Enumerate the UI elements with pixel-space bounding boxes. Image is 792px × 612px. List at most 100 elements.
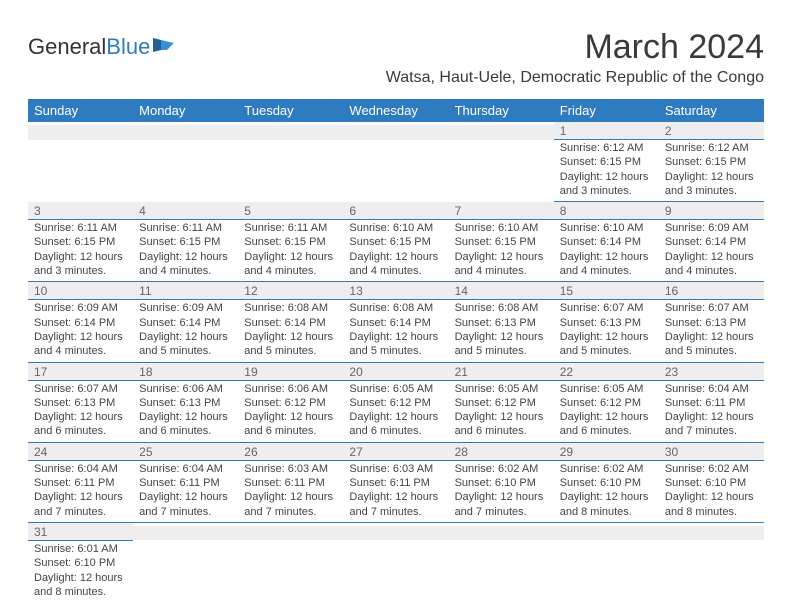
- day-number: 21: [449, 363, 554, 380]
- sunset-text: Sunset: 6:11 PM: [244, 476, 337, 490]
- calendar-cell: 24: [28, 442, 133, 460]
- sunrise-text: Sunrise: 6:03 AM: [349, 462, 442, 476]
- calendar-cell: Sunrise: 6:05 AMSunset: 6:12 PMDaylight:…: [449, 380, 554, 442]
- calendar-cell: [659, 522, 764, 540]
- calendar-cell: Sunrise: 6:04 AMSunset: 6:11 PMDaylight:…: [133, 460, 238, 522]
- calendar-cell: Sunrise: 6:06 AMSunset: 6:12 PMDaylight:…: [238, 380, 343, 442]
- calendar-cell: 13: [343, 282, 448, 300]
- daylight-text: Daylight: 12 hours and 5 minutes.: [665, 330, 758, 359]
- day-number: 20: [343, 363, 448, 380]
- daylight-text: Daylight: 12 hours and 4 minutes.: [560, 250, 653, 279]
- daylight-text: Daylight: 12 hours and 3 minutes.: [34, 250, 127, 279]
- sunset-text: Sunset: 6:14 PM: [349, 316, 442, 330]
- daylight-text: Daylight: 12 hours and 4 minutes.: [349, 250, 442, 279]
- day-number: 26: [238, 443, 343, 460]
- calendar-cell: 1: [554, 122, 659, 140]
- day-details: [554, 540, 659, 596]
- daylight-text: Daylight: 12 hours and 5 minutes.: [244, 330, 337, 359]
- day-number: 12: [238, 282, 343, 299]
- calendar-cell: 14: [449, 282, 554, 300]
- day-number: 27: [343, 443, 448, 460]
- calendar-cell: [554, 522, 659, 540]
- daylight-text: Daylight: 12 hours and 8 minutes.: [665, 490, 758, 519]
- calendar-cell: [343, 540, 448, 602]
- calendar-cell: Sunrise: 6:07 AMSunset: 6:13 PMDaylight:…: [659, 300, 764, 362]
- sunset-text: Sunset: 6:11 PM: [34, 476, 127, 490]
- day-number: 4: [133, 202, 238, 219]
- calendar-cell: [238, 122, 343, 140]
- sunrise-text: Sunrise: 6:08 AM: [349, 301, 442, 315]
- day-details: [659, 540, 764, 596]
- calendar-content-row: Sunrise: 6:01 AMSunset: 6:10 PMDaylight:…: [28, 540, 764, 602]
- calendar-cell: [449, 522, 554, 540]
- calendar-cell: 29: [554, 442, 659, 460]
- sunrise-text: Sunrise: 6:12 AM: [560, 141, 653, 155]
- day-details: [343, 140, 448, 196]
- sunset-text: Sunset: 6:15 PM: [139, 235, 232, 249]
- sunset-text: Sunset: 6:12 PM: [560, 396, 653, 410]
- calendar-cell: Sunrise: 6:01 AMSunset: 6:10 PMDaylight:…: [28, 540, 133, 602]
- day-number: 9: [659, 202, 764, 219]
- day-number: [449, 122, 554, 125]
- calendar-cell: 8: [554, 202, 659, 220]
- day-details: Sunrise: 6:09 AMSunset: 6:14 PMDaylight:…: [133, 300, 238, 361]
- sunset-text: Sunset: 6:13 PM: [560, 316, 653, 330]
- day-details: Sunrise: 6:05 AMSunset: 6:12 PMDaylight:…: [449, 381, 554, 442]
- day-number: 13: [343, 282, 448, 299]
- calendar-cell: Sunrise: 6:11 AMSunset: 6:15 PMDaylight:…: [28, 220, 133, 282]
- calendar-cell: 23: [659, 362, 764, 380]
- sunrise-text: Sunrise: 6:04 AM: [139, 462, 232, 476]
- day-details: Sunrise: 6:05 AMSunset: 6:12 PMDaylight:…: [343, 381, 448, 442]
- day-details: Sunrise: 6:10 AMSunset: 6:15 PMDaylight:…: [343, 220, 448, 281]
- calendar-cell: [343, 122, 448, 140]
- day-details: Sunrise: 6:10 AMSunset: 6:14 PMDaylight:…: [554, 220, 659, 281]
- daylight-text: Daylight: 12 hours and 7 minutes.: [349, 490, 442, 519]
- calendar-cell: 4: [133, 202, 238, 220]
- day-details: Sunrise: 6:07 AMSunset: 6:13 PMDaylight:…: [28, 381, 133, 442]
- daylight-text: Daylight: 12 hours and 4 minutes.: [34, 330, 127, 359]
- calendar-cell: [238, 522, 343, 540]
- calendar-content-row: Sunrise: 6:09 AMSunset: 6:14 PMDaylight:…: [28, 300, 764, 362]
- day-number: [238, 523, 343, 526]
- weekday-header-row: Sunday Monday Tuesday Wednesday Thursday…: [28, 99, 764, 122]
- calendar-cell: 10: [28, 282, 133, 300]
- day-number: [133, 122, 238, 125]
- calendar-cell: [449, 122, 554, 140]
- day-details: Sunrise: 6:08 AMSunset: 6:14 PMDaylight:…: [343, 300, 448, 361]
- daylight-text: Daylight: 12 hours and 3 minutes.: [665, 170, 758, 199]
- day-number: 6: [343, 202, 448, 219]
- sunrise-text: Sunrise: 6:08 AM: [455, 301, 548, 315]
- sunrise-text: Sunrise: 6:06 AM: [244, 382, 337, 396]
- calendar-cell: 17: [28, 362, 133, 380]
- day-number: 16: [659, 282, 764, 299]
- logo-flag-icon: [152, 37, 176, 55]
- calendar-cell: [238, 140, 343, 202]
- calendar-cell: 15: [554, 282, 659, 300]
- calendar-content-row: Sunrise: 6:07 AMSunset: 6:13 PMDaylight:…: [28, 380, 764, 442]
- page-title: March 2024: [584, 28, 764, 67]
- day-details: Sunrise: 6:05 AMSunset: 6:12 PMDaylight:…: [554, 381, 659, 442]
- calendar-cell: 30: [659, 442, 764, 460]
- daylight-text: Daylight: 12 hours and 4 minutes.: [665, 250, 758, 279]
- sunset-text: Sunset: 6:10 PM: [560, 476, 653, 490]
- day-details: Sunrise: 6:04 AMSunset: 6:11 PMDaylight:…: [28, 461, 133, 522]
- calendar-cell: Sunrise: 6:09 AMSunset: 6:14 PMDaylight:…: [133, 300, 238, 362]
- daylight-text: Daylight: 12 hours and 6 minutes.: [34, 410, 127, 439]
- day-number: 8: [554, 202, 659, 219]
- sunrise-text: Sunrise: 6:01 AM: [34, 542, 127, 556]
- sunset-text: Sunset: 6:14 PM: [560, 235, 653, 249]
- sunset-text: Sunset: 6:13 PM: [455, 316, 548, 330]
- day-number: [343, 523, 448, 526]
- calendar-cell: [554, 540, 659, 602]
- day-details: Sunrise: 6:09 AMSunset: 6:14 PMDaylight:…: [659, 220, 764, 281]
- calendar-cell: Sunrise: 6:11 AMSunset: 6:15 PMDaylight:…: [238, 220, 343, 282]
- calendar-cell: Sunrise: 6:06 AMSunset: 6:13 PMDaylight:…: [133, 380, 238, 442]
- weekday-header: Thursday: [449, 99, 554, 122]
- daylight-text: Daylight: 12 hours and 5 minutes.: [455, 330, 548, 359]
- sunset-text: Sunset: 6:12 PM: [349, 396, 442, 410]
- calendar-cell: 21: [449, 362, 554, 380]
- calendar-cell: 9: [659, 202, 764, 220]
- sunrise-text: Sunrise: 6:10 AM: [455, 221, 548, 235]
- calendar-cell: Sunrise: 6:03 AMSunset: 6:11 PMDaylight:…: [238, 460, 343, 522]
- sunrise-text: Sunrise: 6:11 AM: [34, 221, 127, 235]
